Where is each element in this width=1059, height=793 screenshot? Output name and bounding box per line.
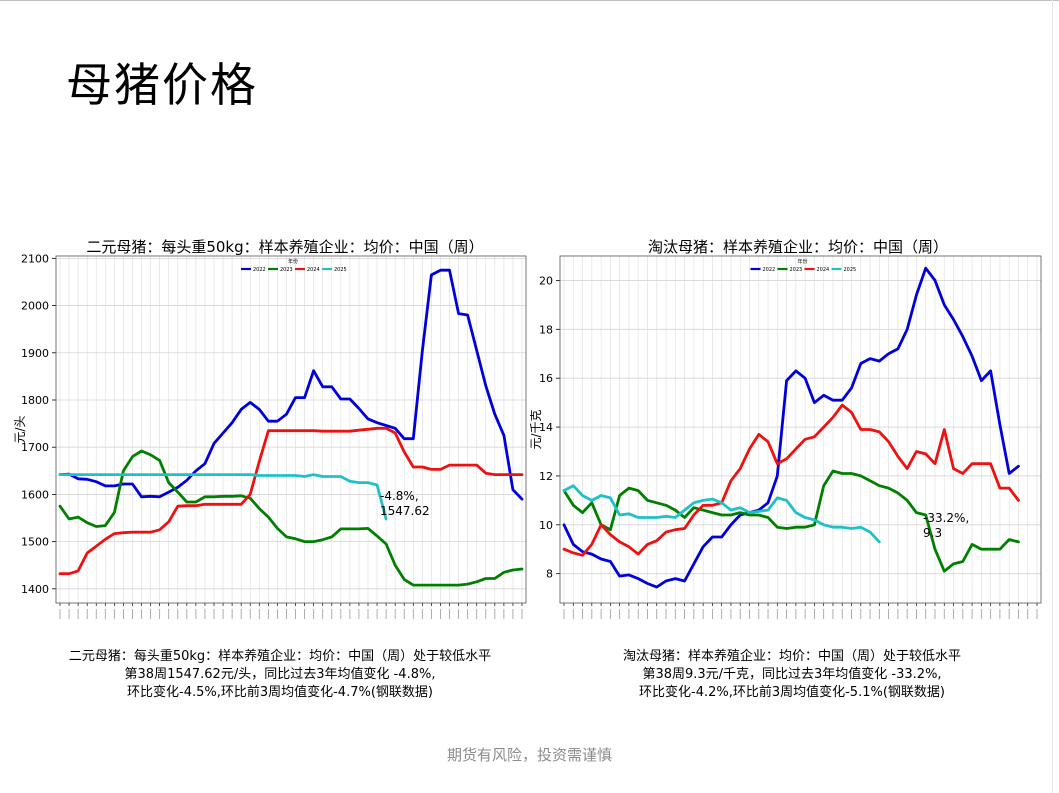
y-axis: 1400 1500 1600 1700 1800 1900 2000 2100 bbox=[21, 252, 526, 596]
chart-panel-cull-sow-price: 淘汰母猪：样本养殖企业：均价：中国（周） 8 10 12 14 16 18 20 元/千克 年份 2… bbox=[526, 232, 1046, 642]
legend-label-2023: 2023 bbox=[280, 267, 293, 273]
chart-title: 淘汰母猪：样本养殖企业：均价：中国（周） bbox=[648, 238, 948, 256]
y-axis: 8 10 12 14 16 18 20 bbox=[539, 274, 1041, 581]
series-line-2022 bbox=[58, 268, 524, 501]
page-title: 母猪价格 bbox=[66, 58, 258, 112]
vertical-gridlines bbox=[59, 256, 523, 603]
y-tick-label: 16 bbox=[539, 372, 553, 385]
annotation-value: 1547.62 bbox=[380, 504, 430, 518]
series-line-2022 bbox=[562, 266, 1020, 589]
caption-sow-price-per-head: 二元母猪：每头重50kg：样本养殖企业：均价：中国（周）处于较低水平 第38周1… bbox=[50, 648, 510, 702]
caption-line-1: 二元母猪：每头重50kg：样本养殖企业：均价：中国（周）处于较低水平 bbox=[68, 649, 492, 664]
chart-cull-sow-price: 淘汰母猪：样本养殖企业：均价：中国（周） 8 10 12 14 16 18 20 元/千克 年份 2… bbox=[529, 238, 1042, 619]
legend-label-2023: 2023 bbox=[790, 267, 803, 273]
y-tick-label: 18 bbox=[539, 323, 553, 336]
legend: 年份 2022 2023 2024 2025 bbox=[750, 258, 857, 273]
top-border bbox=[0, 0, 1059, 1]
plot-frame bbox=[55, 255, 527, 604]
legend-label-2025: 2025 bbox=[844, 267, 857, 273]
caption-line-2: 第38周9.3元/千克，同比过去3年均值变化 -33.2%, bbox=[642, 667, 942, 682]
legend-title: 年份 bbox=[288, 258, 298, 265]
legend-label-2025: 2025 bbox=[334, 267, 347, 273]
caption-line-3: 环比变化-4.2%,环比前3周均值变化-5.1%(钢联数据) bbox=[639, 685, 945, 700]
plot-frame bbox=[559, 255, 1042, 604]
legend-title: 年份 bbox=[797, 258, 807, 265]
y-tick-label: 1600 bbox=[21, 488, 49, 501]
plot-area bbox=[560, 256, 1041, 603]
legend: 年份 2022 2023 2024 2025 bbox=[241, 258, 347, 273]
annotation-value: 9.3 bbox=[923, 526, 942, 540]
y-tick-label: 8 bbox=[546, 568, 553, 581]
series-line-2024 bbox=[58, 426, 524, 576]
annotation-change: -33.2%, bbox=[923, 511, 969, 525]
y-tick-label: 12 bbox=[539, 470, 553, 483]
caption-line-1: 淘汰母猪：样本养殖企业：均价：中国（周）处于较低水平 bbox=[622, 649, 961, 664]
series-line-2023 bbox=[58, 449, 524, 587]
y-tick-label: 1400 bbox=[21, 583, 49, 596]
latest-value-annotation: -4.8%,1547.62 bbox=[380, 489, 430, 518]
y-tick-label: 10 bbox=[539, 519, 553, 532]
y-tick-label: 1900 bbox=[21, 347, 49, 360]
risk-disclaimer: 期货有风险，投资需谨慎 bbox=[446, 746, 612, 764]
legend-label-2024: 2024 bbox=[307, 267, 320, 273]
right-border bbox=[1052, 0, 1053, 793]
caption-line-2: 第38周1547.62元/头，同比过去3年均值变化 -4.8%, bbox=[124, 667, 436, 682]
annotation-change: -4.8%, bbox=[380, 489, 419, 503]
legend-label-2022: 2022 bbox=[253, 267, 266, 273]
series-lines bbox=[562, 266, 1020, 589]
caption-line-3: 环比变化-4.5%,环比前3周均值变化-4.7%(钢联数据) bbox=[127, 685, 433, 700]
y-tick-label: 20 bbox=[539, 274, 553, 287]
y-tick-label: 2100 bbox=[21, 252, 49, 265]
series-line-2023 bbox=[562, 469, 1020, 573]
caption-cull-sow-price: 淘汰母猪：样本养殖企业：均价：中国（周）处于较低水平 第38周9.3元/千克，同… bbox=[562, 648, 1022, 702]
chart-sow-price-per-head: 二元母猪：每头重50kg：样本养殖企业：均价：中国（周） 1400 1500 1600… bbox=[13, 238, 527, 619]
y-tick-label: 1800 bbox=[21, 394, 49, 407]
series-lines bbox=[58, 268, 524, 587]
latest-value-annotation: -33.2%,9.3 bbox=[923, 511, 969, 540]
y-tick-label: 1700 bbox=[21, 441, 49, 454]
series-line-2025 bbox=[58, 473, 388, 521]
chart-panel-sow-price-per-head: 二元母猪：每头重50kg：样本养殖企业：均价：中国（周） 1400 1500 1600… bbox=[10, 232, 530, 642]
legend-label-2022: 2022 bbox=[763, 267, 776, 273]
series-line-2024 bbox=[562, 403, 1020, 557]
y-tick-label: 14 bbox=[539, 421, 553, 434]
x-axis bbox=[563, 603, 1038, 619]
y-axis-label: 元/头 bbox=[13, 415, 27, 443]
y-axis-label: 元/千克 bbox=[529, 409, 543, 449]
series-line-2025 bbox=[562, 484, 881, 544]
chart-title: 二元母猪：每头重50kg：样本养殖企业：均价：中国（周） bbox=[86, 238, 483, 256]
y-tick-label: 2000 bbox=[21, 300, 49, 313]
y-tick-label: 1500 bbox=[21, 536, 49, 549]
x-axis bbox=[59, 603, 523, 619]
legend-label-2024: 2024 bbox=[817, 267, 830, 273]
